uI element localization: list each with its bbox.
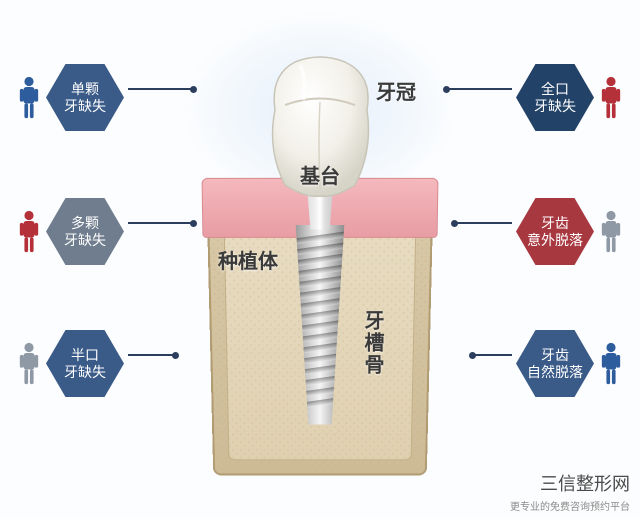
leader-line: [446, 88, 512, 90]
person-icon: [18, 210, 40, 254]
hex-text-half: 半口牙缺失: [58, 347, 112, 382]
leader-line: [472, 354, 512, 356]
leader-line: [454, 222, 512, 224]
person-icon: [600, 210, 622, 254]
person-icon: [18, 342, 40, 386]
callout-full: 全口牙缺失: [516, 64, 622, 132]
label-crown: 牙冠: [376, 76, 416, 105]
hex-text-natural: 牙齿自然脱落: [521, 347, 589, 382]
callout-multi: 多颗牙缺失: [18, 198, 124, 266]
callout-half: 半口牙缺失: [18, 330, 124, 398]
hex-text-multi: 多颗牙缺失: [58, 215, 112, 250]
callout-accident: 牙齿意外脱落: [516, 198, 622, 266]
watermark-brand: 三信整形网: [510, 470, 630, 496]
callout-natural: 牙齿自然脱落: [516, 330, 622, 398]
watermark-tagline: 更专业的免费咨询预约平台: [510, 498, 630, 513]
hex-natural: 牙齿自然脱落: [516, 330, 594, 398]
label-abutment: 基台: [300, 160, 340, 189]
hex-text-single: 单颗牙缺失: [58, 81, 112, 116]
hex-half: 半口牙缺失: [46, 330, 124, 398]
hex-single: 单颗牙缺失: [46, 64, 124, 132]
label-fixture: 种植体: [218, 245, 278, 274]
person-icon: [600, 342, 622, 386]
implant-body: [291, 225, 349, 425]
person-icon: [600, 76, 622, 120]
person-icon: [18, 76, 40, 120]
hex-accident: 牙齿意外脱落: [516, 198, 594, 266]
hex-multi: 多颗牙缺失: [46, 198, 124, 266]
callout-single: 单颗牙缺失: [18, 64, 124, 132]
hex-full: 全口牙缺失: [516, 64, 594, 132]
label-bone: 牙槽骨: [358, 310, 387, 376]
watermark: 三信整形网 更专业的免费咨询预约平台: [510, 470, 630, 513]
leader-line: [128, 354, 176, 356]
hex-text-full: 全口牙缺失: [528, 81, 582, 116]
leader-line: [128, 222, 194, 224]
leader-line: [128, 88, 194, 90]
implant-fixture: [291, 225, 349, 425]
hex-text-accident: 牙齿意外脱落: [521, 215, 589, 250]
